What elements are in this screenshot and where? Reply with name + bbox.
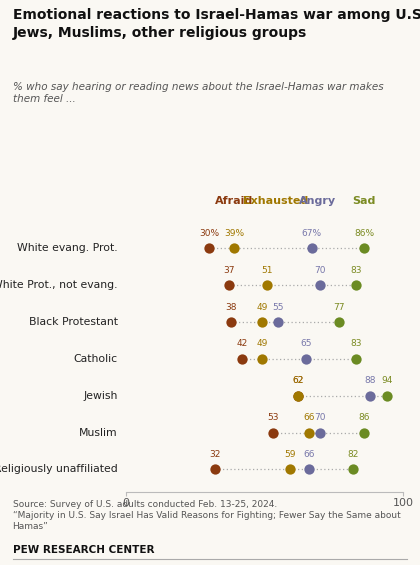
Text: % who say hearing or reading news about the Israel-Hamas war makes
them feel ...: % who say hearing or reading news about … (13, 82, 383, 105)
Point (306, 428, 312, 437)
Text: Religiously unaffiliated: Religiously unaffiliated (0, 464, 118, 475)
Text: 65: 65 (300, 340, 312, 349)
Point (294, 391, 301, 400)
Point (317, 428, 323, 437)
Point (211, 465, 218, 474)
Point (350, 465, 357, 474)
Text: 55: 55 (273, 303, 284, 311)
Text: 77: 77 (334, 303, 345, 311)
Point (225, 280, 232, 289)
Text: 59: 59 (284, 450, 295, 459)
Point (367, 391, 373, 400)
Text: Angry: Angry (299, 196, 336, 206)
Text: 70: 70 (314, 266, 326, 275)
Point (258, 354, 265, 363)
Text: 88: 88 (364, 376, 375, 385)
Point (306, 465, 312, 474)
Text: Jewish: Jewish (83, 390, 118, 401)
Point (383, 391, 390, 400)
Text: Catholic: Catholic (74, 354, 118, 364)
Text: 37: 37 (223, 266, 234, 275)
Text: 38: 38 (226, 303, 237, 311)
Point (336, 318, 343, 327)
Text: 67%: 67% (302, 229, 322, 238)
Point (264, 280, 271, 289)
Text: 66: 66 (303, 413, 315, 422)
Point (308, 244, 315, 253)
Text: PEW RESEARCH CENTER: PEW RESEARCH CENTER (13, 545, 154, 555)
Text: 49: 49 (256, 340, 268, 349)
Text: 42: 42 (237, 340, 248, 349)
Text: 32: 32 (209, 450, 220, 459)
Text: Emotional reactions to Israel-Hamas war among U.S.
Jews, Muslims, other religiou: Emotional reactions to Israel-Hamas war … (13, 8, 420, 40)
Point (353, 354, 360, 363)
Point (361, 428, 368, 437)
Text: Sad: Sad (353, 196, 376, 206)
Point (270, 428, 276, 437)
Text: 62: 62 (292, 376, 304, 385)
Text: Afraid: Afraid (215, 196, 253, 206)
Text: Black Protestant: Black Protestant (29, 317, 118, 327)
Point (239, 354, 246, 363)
Text: 39%: 39% (224, 229, 244, 238)
Point (294, 391, 301, 400)
Text: White evang. Prot.: White evang. Prot. (17, 243, 118, 253)
Text: 70: 70 (314, 413, 326, 422)
Text: White Prot., not evang.: White Prot., not evang. (0, 280, 118, 290)
Text: 86%: 86% (354, 229, 375, 238)
Point (353, 280, 360, 289)
Point (361, 244, 368, 253)
Text: 30%: 30% (199, 229, 219, 238)
Text: 83: 83 (350, 266, 362, 275)
Text: Source: Survey of U.S. adults conducted Feb. 13-25, 2024.
“Majority in U.S. Say : Source: Survey of U.S. adults conducted … (13, 500, 400, 531)
Text: Muslim: Muslim (79, 428, 118, 437)
Text: 51: 51 (262, 266, 273, 275)
Point (286, 465, 293, 474)
Point (231, 244, 237, 253)
Text: 49: 49 (256, 303, 268, 311)
Point (303, 354, 310, 363)
Text: 86: 86 (359, 413, 370, 422)
Text: 53: 53 (267, 413, 278, 422)
Text: 66: 66 (303, 450, 315, 459)
Point (228, 318, 235, 327)
Point (258, 318, 265, 327)
Text: 94: 94 (381, 376, 392, 385)
Point (317, 280, 323, 289)
Text: 82: 82 (348, 450, 359, 459)
Point (275, 318, 282, 327)
Point (206, 244, 213, 253)
Text: 83: 83 (350, 340, 362, 349)
Text: Exhausted: Exhausted (243, 196, 308, 206)
Text: 62: 62 (292, 376, 304, 385)
